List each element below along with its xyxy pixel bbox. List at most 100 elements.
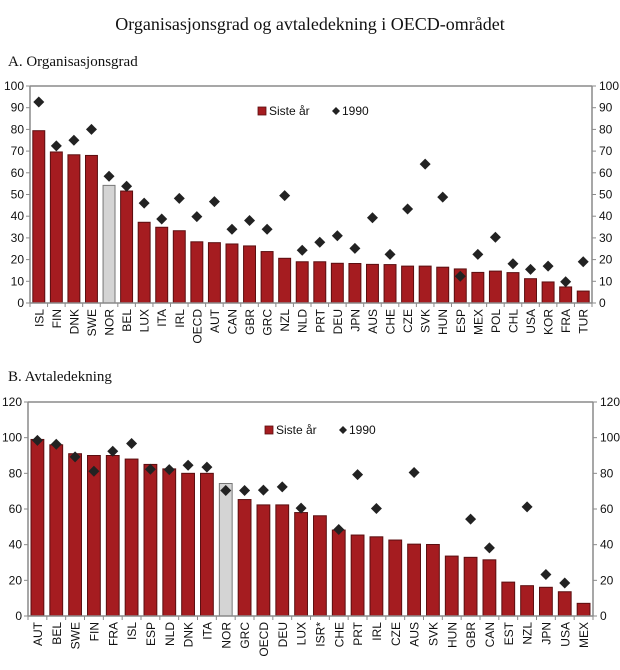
- chart-organisasjonsgrad: 0 0 10 10 20 20 30 30 40 40 50 50 60 60 70 70 80 80 90 90 10…: [4, 79, 619, 344]
- point-esp-1990: [144, 463, 156, 475]
- bar-fra-siste-ar: [105, 455, 120, 617]
- bar-che-siste-ar: [331, 529, 346, 617]
- y-tick-label-left: 0: [15, 609, 22, 623]
- point-oecd-1990: [191, 211, 203, 223]
- point-gbr-1990: [465, 513, 477, 525]
- panel-b-title: B. Avtaledekning: [8, 369, 112, 385]
- point-oecd-1990: [257, 484, 269, 496]
- x-tick-label: PRT: [313, 308, 327, 332]
- x-tick-label: ESP: [144, 622, 158, 646]
- x-tick-label: SVK: [419, 309, 433, 333]
- bar-hun-siste-ar: [444, 555, 459, 617]
- legend-label-1990: 1990: [342, 104, 369, 118]
- x-tick-label: CHE: [384, 309, 398, 334]
- legend-marker-1990: [332, 107, 340, 115]
- y-tick-label-right: 100: [599, 79, 619, 93]
- point-jpn-1990: [540, 568, 552, 580]
- point-jpn-1990: [349, 242, 361, 254]
- legend-swatch-siste-ar: [264, 425, 274, 435]
- point-can-1990: [483, 542, 495, 554]
- point-nld-1990: [163, 464, 175, 476]
- point-bel-1990: [50, 438, 62, 450]
- x-tick-label: NOR: [219, 622, 233, 649]
- bar-gbr-siste-ar: [463, 556, 478, 617]
- point-irl-1990: [370, 502, 382, 514]
- x-tick-label: GBR: [243, 309, 257, 335]
- x-tick-label: CZE: [389, 622, 403, 646]
- y-tick-label-right: 10: [599, 274, 613, 288]
- point-fra-1990: [560, 276, 572, 288]
- y-tick-label-right: 40: [599, 209, 613, 223]
- y-tick-label-right: 30: [599, 231, 613, 245]
- point-mex-1990: [472, 248, 484, 260]
- point-deu-1990: [331, 230, 343, 242]
- point-usa-1990: [525, 263, 537, 275]
- bar-fin-siste-ar: [87, 455, 101, 617]
- bar-oecd-siste-ar: [256, 504, 271, 617]
- x-tick-label: SVK: [426, 622, 440, 646]
- point-swe-1990: [69, 451, 81, 463]
- point-isl-1990: [126, 438, 138, 450]
- bar-prt-siste-ar: [350, 534, 365, 617]
- point-nor-1990: [220, 484, 232, 496]
- bar-nor-siste-ar: [218, 482, 233, 617]
- legend: Siste år 1990: [257, 104, 369, 118]
- x-tick-label: IRL: [370, 622, 384, 641]
- x-tick-label: AUS: [408, 622, 422, 647]
- bar-swe-siste-ar: [68, 453, 82, 617]
- bar-can-siste-ar: [482, 559, 497, 617]
- point-ita-1990: [156, 213, 168, 225]
- y-tick-label-left: 40: [9, 538, 23, 552]
- point-lux-1990: [138, 197, 150, 209]
- y-tick-label-left: 20: [11, 253, 25, 267]
- bar-irl-siste-ar: [369, 536, 384, 617]
- x-tick-label: FIN: [87, 622, 101, 641]
- legend-label-siste-ar: Siste år: [269, 104, 310, 118]
- y-tick-label-left: 120: [2, 395, 22, 409]
- point-can-1990: [226, 223, 238, 235]
- x-tick-label: HUN: [445, 622, 459, 648]
- point-fin-1990: [88, 465, 100, 477]
- y-tick-label-right: 60: [599, 166, 613, 180]
- x-tick-label: ITA: [200, 622, 214, 640]
- bar-nld-siste-ar: [162, 468, 177, 617]
- x-tick-label: NLD: [296, 309, 310, 333]
- bar-grc-siste-ar: [237, 499, 252, 617]
- bar-ita-siste-ar: [200, 472, 214, 617]
- y-tick-label-right: 50: [599, 188, 613, 202]
- point-nzl-1990: [279, 190, 291, 202]
- x-tick-label: SWE: [85, 309, 99, 336]
- x-tick-label: USA: [558, 622, 572, 647]
- point-che-1990: [384, 248, 396, 260]
- y-tick-label-left: 0: [17, 296, 24, 310]
- x-tick-label: GRC: [238, 622, 252, 649]
- x-tick-label: DEU: [276, 622, 290, 647]
- x-tick-label: HUN: [436, 309, 450, 335]
- point-pol-1990: [489, 231, 501, 243]
- legend-marker-1990: [339, 426, 347, 434]
- y-tick-label-left: 60: [9, 502, 23, 516]
- point-aus-1990: [408, 466, 420, 478]
- y-tick-label-right: 70: [599, 144, 613, 158]
- bar-dnk-siste-ar: [181, 472, 195, 617]
- point-fra-1990: [107, 445, 119, 457]
- point-kor-1990: [542, 260, 554, 272]
- bar-svk-siste-ar: [426, 543, 440, 617]
- bar-aut-siste-ar: [30, 438, 45, 617]
- y-tick-label-left: 30: [11, 231, 25, 245]
- x-tick-label: OECD: [190, 309, 204, 344]
- point-fin-1990: [50, 140, 62, 152]
- x-tick-label: DEU: [331, 309, 345, 334]
- point-che-1990: [333, 524, 345, 536]
- point-usa-1990: [559, 577, 571, 589]
- legend-swatch-siste-ar: [257, 106, 267, 116]
- x-tick-label: JPN: [348, 309, 362, 332]
- x-tick-label: BEL: [50, 622, 64, 645]
- bar-aus-siste-ar: [407, 543, 421, 617]
- x-tick-label: FRA: [106, 622, 120, 646]
- x-tick-label: AUT: [208, 308, 222, 333]
- panel-a-title: A. Organisasjonsgrad: [8, 54, 138, 70]
- point-chl-1990: [507, 258, 519, 270]
- x-tick-label: BEL: [120, 309, 134, 332]
